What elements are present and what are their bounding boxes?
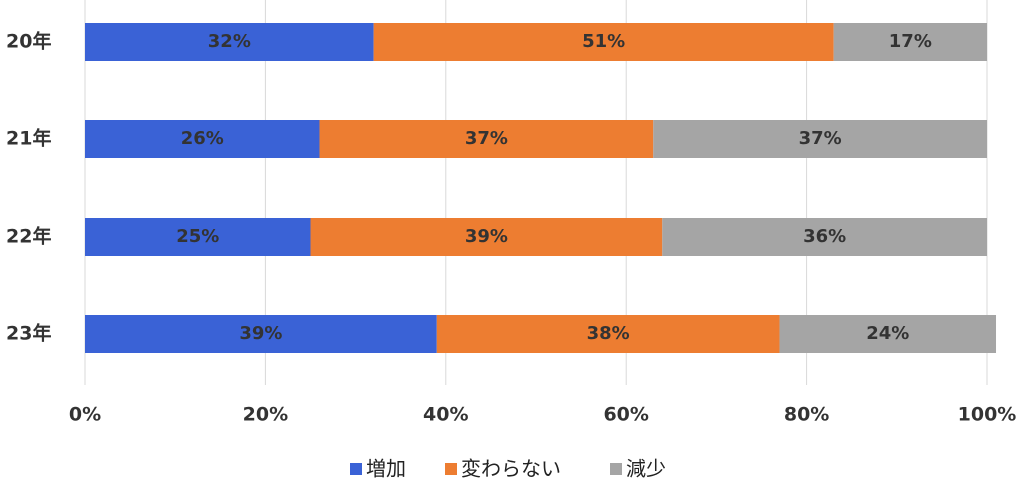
value-label: 36% — [803, 226, 846, 247]
bar-segment — [653, 120, 987, 158]
x-tick-label: 20% — [243, 404, 288, 426]
value-label: 37% — [465, 128, 508, 149]
legend-marker — [350, 463, 362, 475]
bar-segment — [436, 315, 780, 353]
value-label: 24% — [866, 323, 909, 344]
bar-segment — [779, 315, 997, 353]
value-label: 37% — [799, 128, 842, 149]
bar-segment — [85, 23, 374, 61]
bar-segment — [833, 23, 987, 61]
y-tick-label: 23年 — [6, 322, 51, 345]
y-tick-label: 20年 — [6, 30, 51, 53]
value-label: 39% — [239, 323, 282, 344]
value-label: 32% — [208, 31, 251, 52]
value-label: 38% — [587, 323, 630, 344]
legend-label: 減少 — [626, 457, 666, 481]
value-label: 39% — [465, 226, 508, 247]
legend-label: 変わらない — [461, 457, 561, 481]
bar-segment — [373, 23, 834, 61]
bar-segment — [310, 218, 663, 256]
value-label: 51% — [582, 31, 625, 52]
x-tick-label: 100% — [958, 404, 1017, 426]
x-tick-label: 60% — [603, 404, 648, 426]
bar-segment — [85, 120, 320, 158]
y-tick-label: 22年 — [6, 225, 51, 248]
bar-segment — [662, 218, 987, 256]
legend-marker — [445, 463, 457, 475]
legend-label: 増加 — [366, 457, 406, 481]
x-tick-label: 80% — [784, 404, 829, 426]
value-label: 25% — [176, 226, 219, 247]
y-tick-label: 21年 — [6, 127, 51, 150]
x-tick-label: 40% — [423, 404, 468, 426]
legend-marker — [610, 463, 622, 475]
value-label: 26% — [181, 128, 224, 149]
value-label: 17% — [889, 31, 932, 52]
x-tick-label: 0% — [69, 404, 101, 426]
bar-segment — [85, 315, 437, 353]
bar-segment — [85, 218, 311, 256]
bar-segment — [319, 120, 654, 158]
